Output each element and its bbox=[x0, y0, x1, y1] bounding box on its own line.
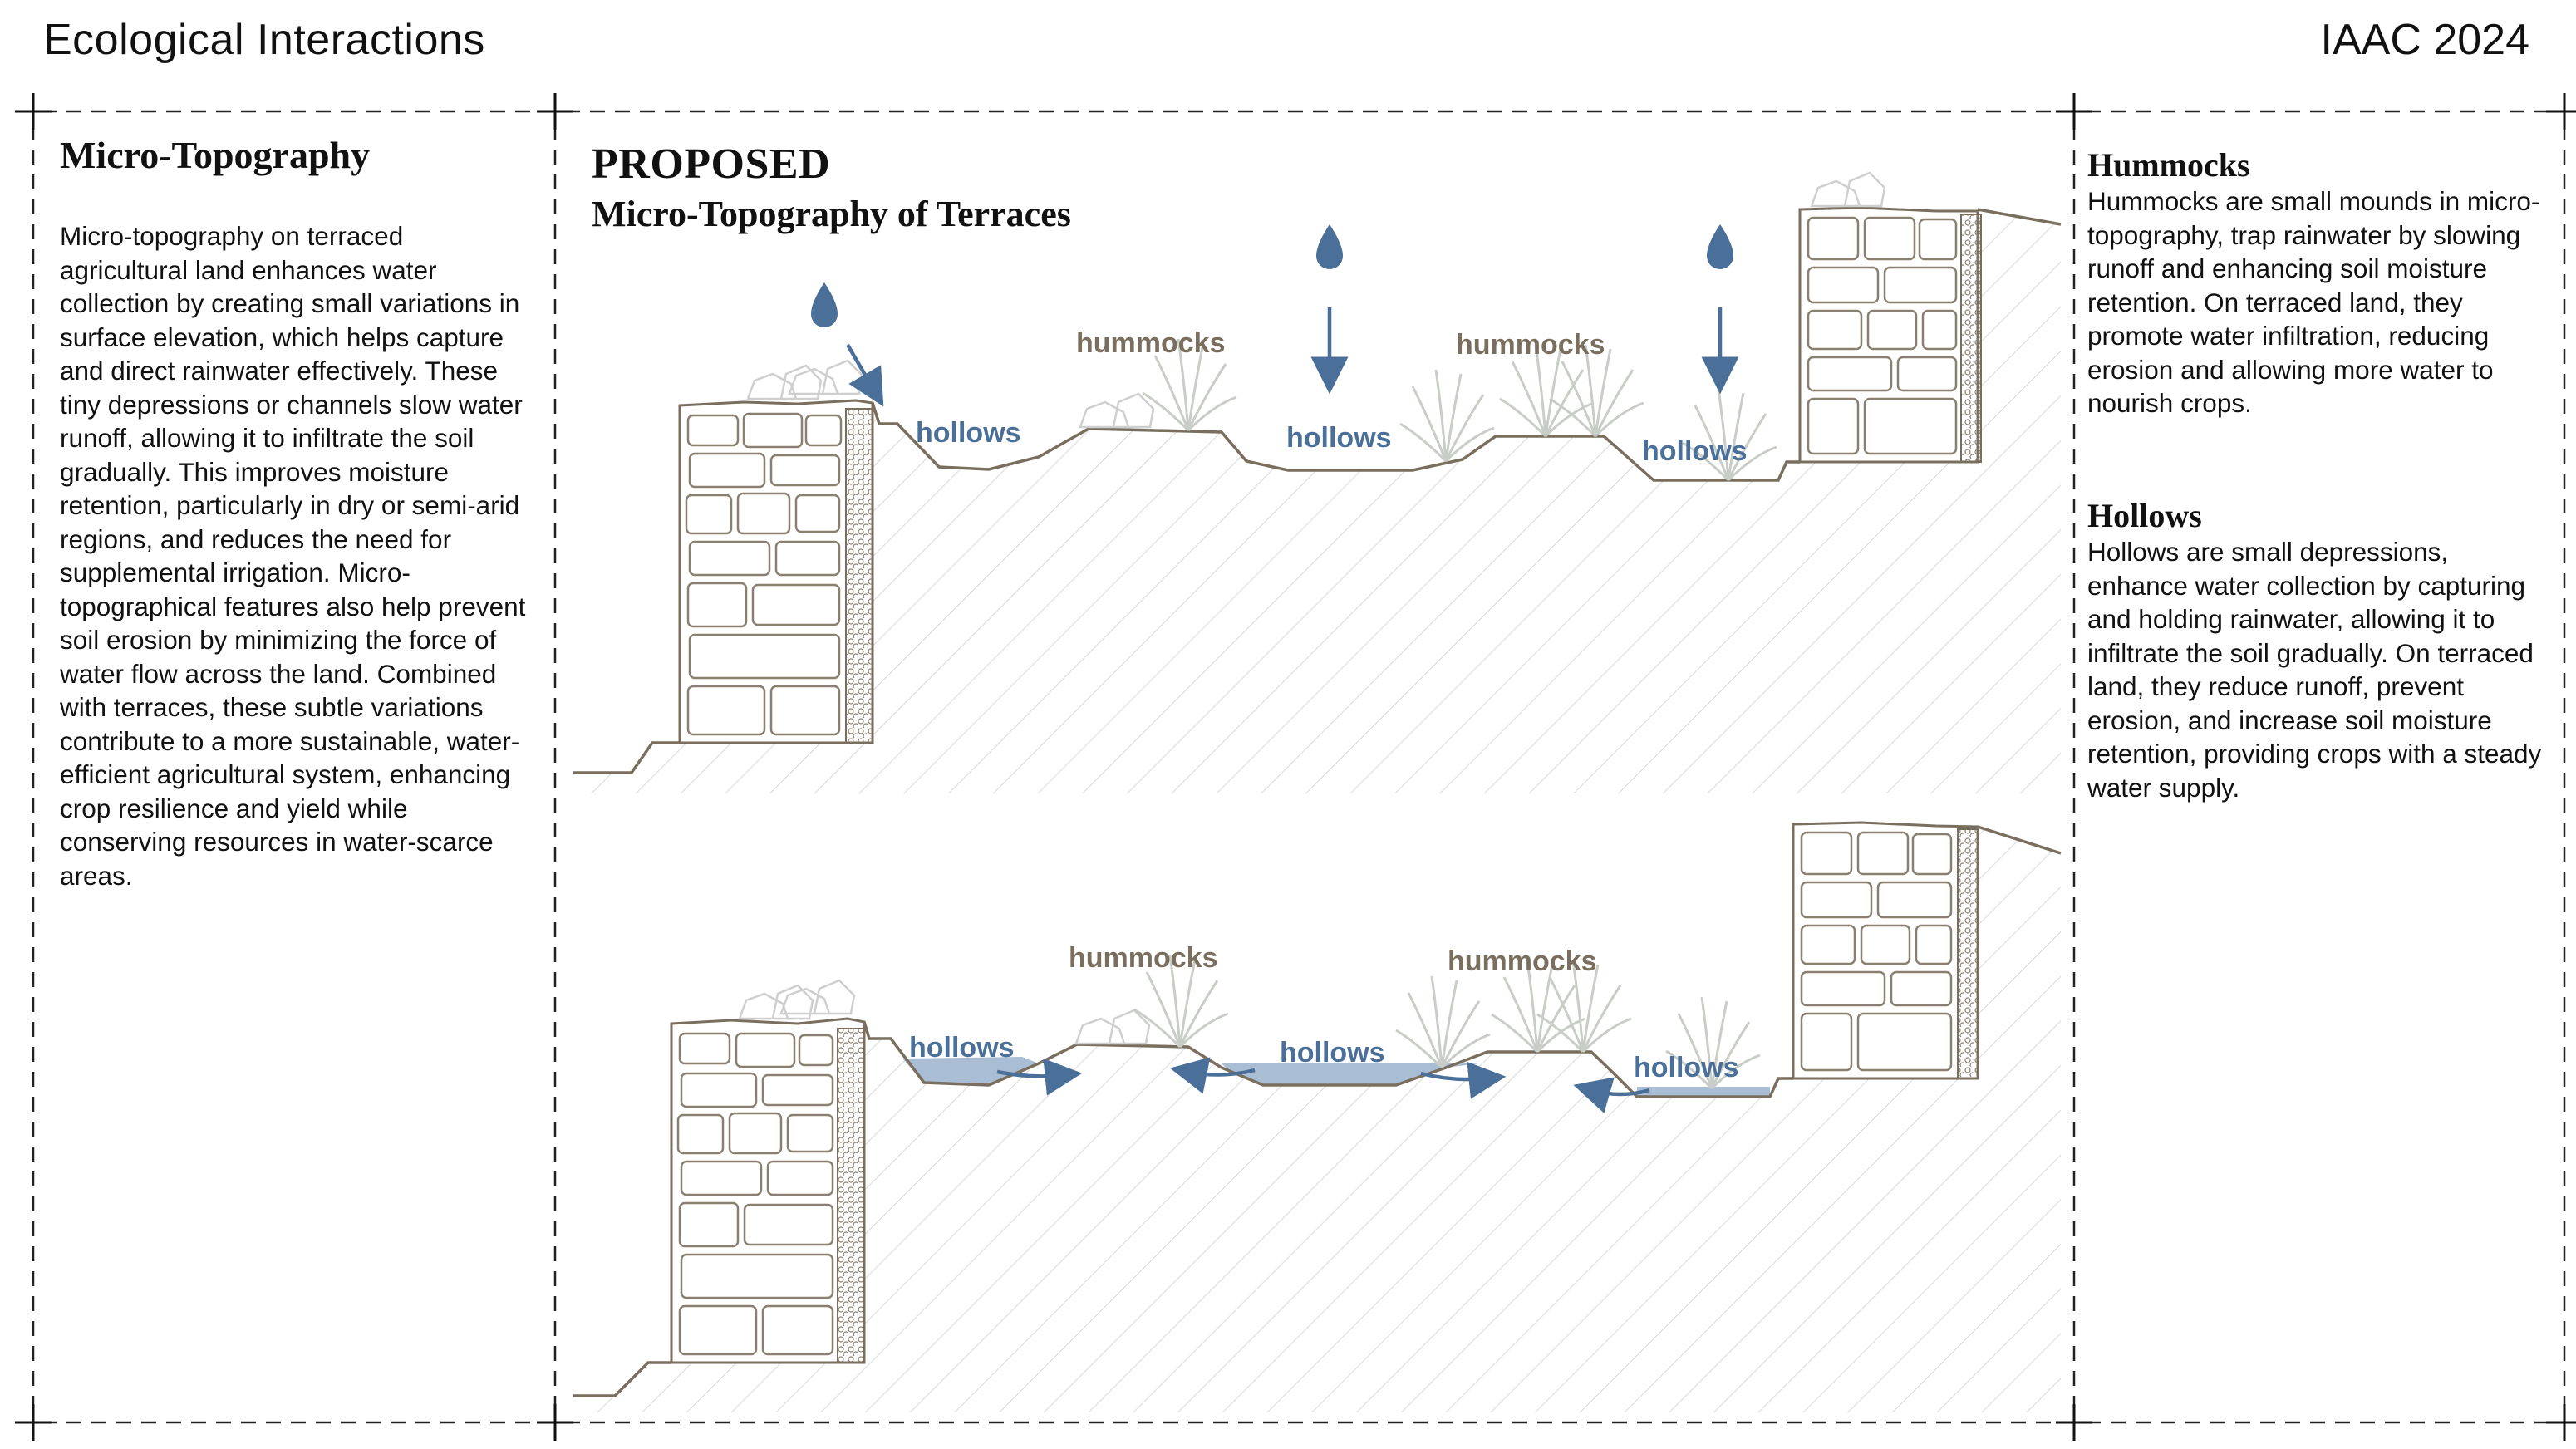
water-pool bbox=[902, 1057, 1770, 1097]
hummocks-label: hummocks bbox=[1456, 329, 1605, 361]
hollows-label: hollows bbox=[1286, 422, 1392, 454]
proposed-title: PROPOSED bbox=[592, 140, 831, 188]
hollows-label: hollows bbox=[1280, 1037, 1385, 1068]
hollows-label: hollows bbox=[1642, 435, 1748, 467]
page-tag: IAAC 2024 bbox=[2320, 16, 2530, 64]
hollows-title: Hollows bbox=[2087, 497, 2202, 534]
hollows-section: Hollows Hollows are small depressions, e… bbox=[2087, 497, 2553, 804]
top-terrace-section: hollows hollows hollows hummocks hummock… bbox=[573, 171, 2062, 793]
rain-arrow-icon bbox=[846, 307, 1739, 407]
bottom-terrace-section: hollows hollows hollows hummocks hummock… bbox=[573, 821, 2062, 1412]
flow-arrow-icon bbox=[996, 1057, 1650, 1113]
hummocks-section: Hummocks Hummocks are small mounds in mi… bbox=[2087, 146, 2553, 420]
micro-topography-title: Micro-Topography bbox=[60, 134, 371, 176]
page-title: Ecological Interactions bbox=[43, 16, 485, 64]
raindrop-icon bbox=[811, 224, 1733, 327]
right-stone-wall-bottom bbox=[1792, 821, 1979, 1080]
micro-topography-body: Micro-topography on terraced agricultura… bbox=[60, 221, 526, 891]
hummocks-label: hummocks bbox=[1076, 327, 1226, 359]
left-stone-wall-top bbox=[678, 359, 874, 744]
hummocks-label: hummocks bbox=[1448, 946, 1597, 977]
hollows-label: hollows bbox=[909, 1032, 1015, 1063]
corner-crosshairs bbox=[15, 93, 2576, 1441]
hollows-label: hollows bbox=[1634, 1052, 1739, 1083]
hummocks-title: Hummocks bbox=[2087, 146, 2250, 184]
hummocks-label: hummocks bbox=[1069, 942, 1218, 974]
hollows-label: hollows bbox=[916, 417, 1021, 449]
proposed-subtitle: Micro-Topography of Terraces bbox=[592, 194, 1071, 234]
left-stone-wall-bottom bbox=[670, 979, 866, 1364]
hollows-text: Hollows are small depressions, enhance w… bbox=[2087, 537, 2542, 803]
right-stone-wall-top bbox=[1798, 171, 1982, 464]
hummocks-text: Hummocks are small mounds in micro-topog… bbox=[2087, 186, 2540, 418]
